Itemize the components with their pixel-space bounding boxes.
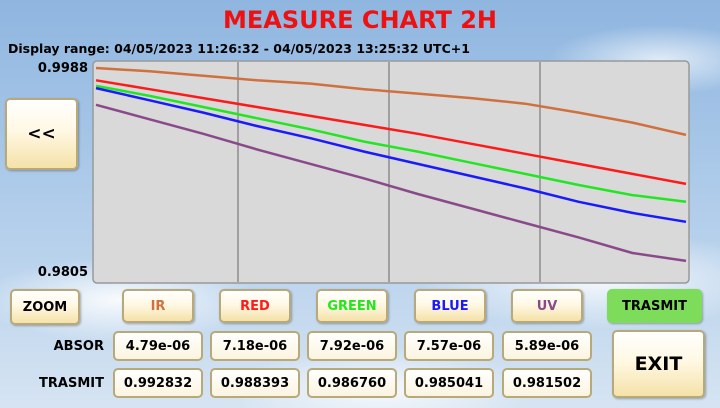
series-line	[95, 66, 687, 137]
value-cell: 0.985041	[404, 368, 494, 398]
row-label: ABSOR	[53, 339, 104, 354]
value-cell: 0.992832	[113, 368, 203, 398]
trasmit-button[interactable]: TRASMIT	[607, 289, 702, 323]
series-line	[95, 84, 687, 204]
title: MEASURE CHART 2H	[222, 6, 498, 34]
value-cell: 0.986760	[307, 368, 397, 398]
series-line	[95, 79, 687, 186]
value-cell: 7.18e-06	[210, 331, 300, 361]
series-line	[95, 86, 687, 224]
value-cell: 5.89e-06	[502, 331, 592, 361]
series-line	[95, 103, 687, 263]
subtitle: Display range: 04/05/2023 11:26:32 - 04/…	[8, 41, 470, 56]
y-tick-label: 0.9988	[38, 61, 88, 76]
back-button[interactable]: <<	[5, 98, 78, 170]
zoom-button[interactable]: ZOOM	[10, 289, 80, 325]
series-button[interactable]: UV	[511, 289, 583, 323]
series-button[interactable]: BLUE	[414, 289, 486, 323]
y-tick-label: 0.9805	[38, 265, 88, 280]
value-cell: 0.988393	[210, 368, 300, 398]
series-button[interactable]: IR	[122, 289, 194, 323]
exit-button[interactable]: EXIT	[612, 330, 705, 398]
row-label: TRASMIT	[39, 376, 104, 391]
value-cell: 0.981502	[502, 368, 592, 398]
series-button[interactable]: GREEN	[316, 289, 388, 323]
value-cell: 4.79e-06	[113, 331, 203, 361]
series-button[interactable]: RED	[219, 289, 291, 323]
value-cell: 7.57e-06	[404, 331, 494, 361]
value-cell: 7.92e-06	[307, 331, 397, 361]
